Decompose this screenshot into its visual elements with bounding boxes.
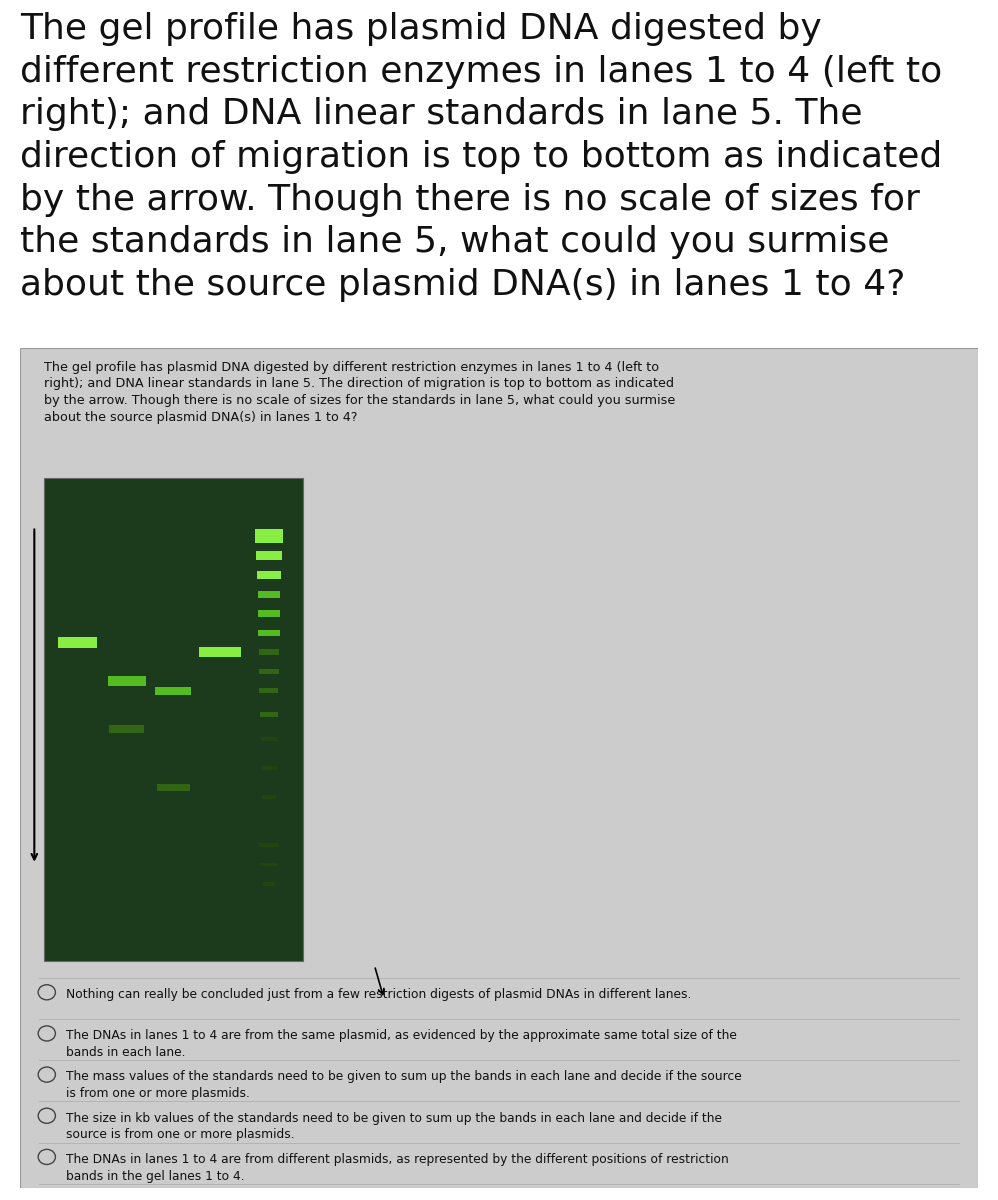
- Bar: [110, 726, 144, 733]
- Bar: [157, 784, 190, 791]
- Bar: [259, 863, 278, 866]
- Text: The gel profile has plasmid DNA digested by
different restriction enzymes in lan: The gel profile has plasmid DNA digested…: [20, 12, 942, 302]
- Text: The gel profile has plasmid DNA digested by different restriction enzymes in lan: The gel profile has plasmid DNA digested…: [44, 360, 676, 424]
- Bar: [58, 637, 98, 648]
- Bar: [262, 882, 275, 886]
- Bar: [259, 688, 278, 694]
- Bar: [255, 529, 282, 544]
- Bar: [256, 571, 281, 578]
- Bar: [261, 766, 276, 770]
- Bar: [257, 590, 280, 598]
- Bar: [199, 647, 241, 658]
- Bar: [258, 668, 279, 674]
- Text: The mass values of the standards need to be given to sum up the bands in each la: The mass values of the standards need to…: [66, 1070, 742, 1100]
- Bar: [258, 630, 279, 636]
- Bar: [260, 737, 277, 742]
- Bar: [259, 844, 278, 847]
- Bar: [262, 796, 275, 799]
- Bar: [258, 649, 279, 655]
- Bar: [44, 478, 302, 961]
- Bar: [256, 551, 281, 560]
- Text: Nothing can really be concluded just from a few restriction digests of plasmid D: Nothing can really be concluded just fro…: [66, 988, 692, 1001]
- Text: The size in kb values of the standards need to be given to sum up the bands in e: The size in kb values of the standards n…: [66, 1111, 722, 1141]
- Bar: [155, 686, 192, 695]
- Bar: [108, 677, 146, 685]
- Text: The DNAs in lanes 1 to 4 are from the same plasmid, as evidenced by the approxim: The DNAs in lanes 1 to 4 are from the sa…: [66, 1030, 737, 1060]
- Bar: [258, 610, 279, 617]
- Bar: [260, 713, 277, 718]
- Text: The DNAs in lanes 1 to 4 are from different plasmids, as represented by the diff: The DNAs in lanes 1 to 4 are from differ…: [66, 1153, 729, 1182]
